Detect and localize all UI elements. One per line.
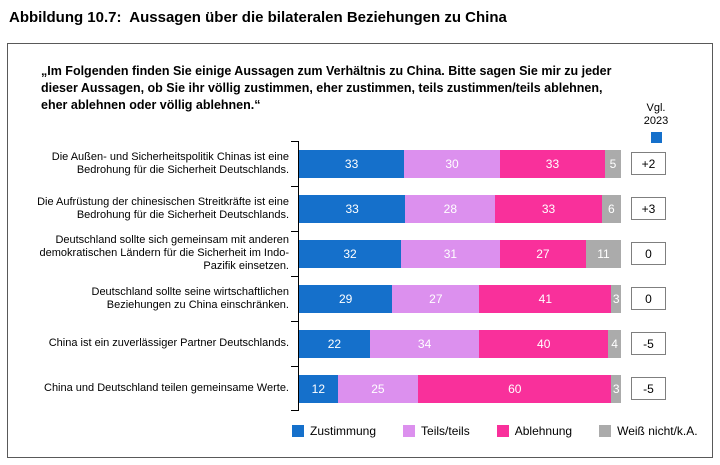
comparison-2023-header: Vgl. 2023 bbox=[633, 102, 679, 143]
bar-segment: 6 bbox=[601, 194, 621, 223]
category-label-line: Bedrohung für die Sicherheit Deutschland… bbox=[76, 208, 289, 221]
comparison-header-line1: Vgl. bbox=[646, 102, 666, 114]
survey-question-line: eher ablehnen oder völlig ablehnen.“ bbox=[41, 98, 261, 112]
bar-segment: 33 bbox=[495, 194, 602, 223]
comparison-header-line2: 2023 bbox=[643, 115, 669, 127]
legend-label: Weiß nicht/k.A. bbox=[617, 424, 698, 438]
bar-cell: 29 27 41 3 bbox=[291, 276, 621, 321]
bar-segment: 3 bbox=[611, 284, 621, 313]
category-label-line: Deutschland sollte sich gemeinsam mit an… bbox=[55, 234, 289, 246]
bar-segment: 22 bbox=[299, 329, 370, 358]
comparison-value-box: -5 bbox=[631, 377, 666, 400]
legend-swatch bbox=[599, 425, 612, 437]
bar-cell: 33 28 33 6 bbox=[291, 186, 621, 231]
bar-segment: 34 bbox=[369, 329, 480, 358]
legend-item: Teils/teils bbox=[403, 424, 470, 438]
category-label-line: Die Aufrüstung der chinesischen Streitkr… bbox=[37, 195, 289, 208]
bar-cell: 32 31 27 11 bbox=[291, 231, 621, 276]
bar-segment: 33 bbox=[299, 149, 405, 178]
category-label: Deutschland sollte sich gemeinsam mit an… bbox=[8, 231, 298, 276]
bar-cell: 33 30 33 5 bbox=[291, 141, 621, 186]
stacked-bar: 33 30 33 5 bbox=[299, 149, 621, 178]
category-label: Deutschland sollte seine wirtschaftliche… bbox=[8, 276, 298, 321]
chart-row: China und Deutschland teilen gemeinsame … bbox=[8, 366, 712, 411]
legend-swatch bbox=[496, 425, 509, 437]
category-label-line: China und Deutschland teilen gemeinsame … bbox=[44, 382, 289, 394]
category-label: China ist ein zuverlässiger Partner Deut… bbox=[8, 321, 298, 366]
survey-question-line: dieser Aussagen, ob Sie ihr völlig zusti… bbox=[41, 81, 603, 95]
legend-item: Zustimmung bbox=[292, 424, 376, 438]
figure-title: Abbildung 10.7: Aussagen über die bilate… bbox=[9, 9, 507, 26]
comparison-value-box: 0 bbox=[631, 242, 666, 265]
bar-segment: 40 bbox=[479, 329, 609, 358]
bar-segment: 29 bbox=[299, 284, 393, 313]
bar-segment: 33 bbox=[299, 194, 406, 223]
stacked-bar: 12 25 60 3 bbox=[299, 374, 621, 403]
chart-row: China ist ein zuverlässiger Partner Deut… bbox=[8, 321, 712, 366]
chart-frame: „Im Folgenden finden Sie einige Aussagen… bbox=[7, 43, 713, 458]
bar-segment: 30 bbox=[404, 149, 500, 178]
chart-row: Deutschland sollte sich gemeinsam mit an… bbox=[8, 231, 712, 276]
comparison-value-box: +2 bbox=[631, 152, 666, 175]
bar-segment: 41 bbox=[479, 284, 612, 313]
comparison-blue-swatch bbox=[650, 132, 662, 143]
legend-swatch bbox=[403, 425, 416, 437]
legend-label: Ablehnung bbox=[514, 424, 573, 438]
bar-segment: 31 bbox=[401, 239, 500, 268]
stacked-bar: 33 28 33 6 bbox=[299, 194, 621, 223]
bar-segment: 11 bbox=[585, 239, 621, 268]
survey-question-text: „Im Folgenden finden Sie einige Aussagen… bbox=[41, 63, 642, 114]
category-label-line: Bedrohung für die Sicherheit Deutschland… bbox=[76, 163, 289, 176]
category-label: Die Aufrüstung der chinesischen Streitkr… bbox=[8, 186, 298, 231]
bar-cell: 22 34 40 4 bbox=[291, 321, 621, 366]
stacked-bar: 22 34 40 4 bbox=[299, 329, 621, 358]
bar-cell: 12 25 60 3 bbox=[291, 366, 621, 411]
bar-segment: 32 bbox=[299, 239, 402, 268]
legend-item: Ablehnung bbox=[496, 424, 573, 438]
legend-label: Teils/teils bbox=[421, 424, 470, 438]
comparison-value-box: 0 bbox=[631, 287, 666, 310]
bar-segment: 60 bbox=[418, 374, 612, 403]
chart-row: Die Aufrüstung der chinesischen Streitkr… bbox=[8, 186, 712, 231]
bar-segment: 27 bbox=[499, 239, 586, 268]
category-label-line: Deutschland sollte seine wirtschaftliche… bbox=[91, 285, 290, 298]
bar-segment: 4 bbox=[608, 329, 621, 358]
bar-segment: 12 bbox=[299, 374, 338, 403]
category-label-line: demokratischen Ländern für die Sicherhei… bbox=[39, 247, 289, 259]
comparison-value-box: -5 bbox=[631, 332, 666, 355]
bar-segment: 5 bbox=[605, 149, 621, 178]
category-label-line: Beziehungen zu China einschränken. bbox=[106, 298, 289, 311]
category-label-line: Die Außen- und Sicherheitspolitik Chinas… bbox=[51, 150, 289, 163]
bar-segment: 27 bbox=[392, 284, 480, 313]
legend-swatch bbox=[292, 425, 304, 437]
bar-segment: 33 bbox=[499, 149, 606, 178]
chart-legend: Zustimmung Teils/teils Ablehnung Weiß nicht… bbox=[292, 424, 712, 438]
legend-item: Weiß nicht/k.A. bbox=[599, 424, 698, 438]
stacked-bar: 32 31 27 11 bbox=[299, 239, 621, 268]
bar-segment: 3 bbox=[611, 374, 621, 403]
category-label: China und Deutschland teilen gemeinsame … bbox=[8, 366, 298, 411]
legend-label: Zustimmung bbox=[310, 424, 377, 438]
stacked-bar-chart: Die Außen- und Sicherheitspolitik Chinas… bbox=[8, 141, 712, 411]
bar-segment: 28 bbox=[405, 194, 496, 223]
chart-row: Die Außen- und Sicherheitspolitik Chinas… bbox=[8, 141, 712, 186]
survey-question-line: „Im Folgenden finden Sie einige Aussagen… bbox=[41, 64, 612, 78]
chart-row: Deutschland sollte seine wirtschaftliche… bbox=[8, 276, 712, 321]
bar-segment: 25 bbox=[337, 374, 419, 403]
category-label-line: Pazifik einsetzen. bbox=[203, 260, 289, 272]
category-label: Die Außen- und Sicherheitspolitik Chinas… bbox=[8, 141, 298, 186]
category-label-line: China ist ein zuverlässiger Partner Deut… bbox=[48, 337, 289, 349]
comparison-value-box: +3 bbox=[631, 197, 666, 220]
stacked-bar: 29 27 41 3 bbox=[299, 284, 621, 313]
